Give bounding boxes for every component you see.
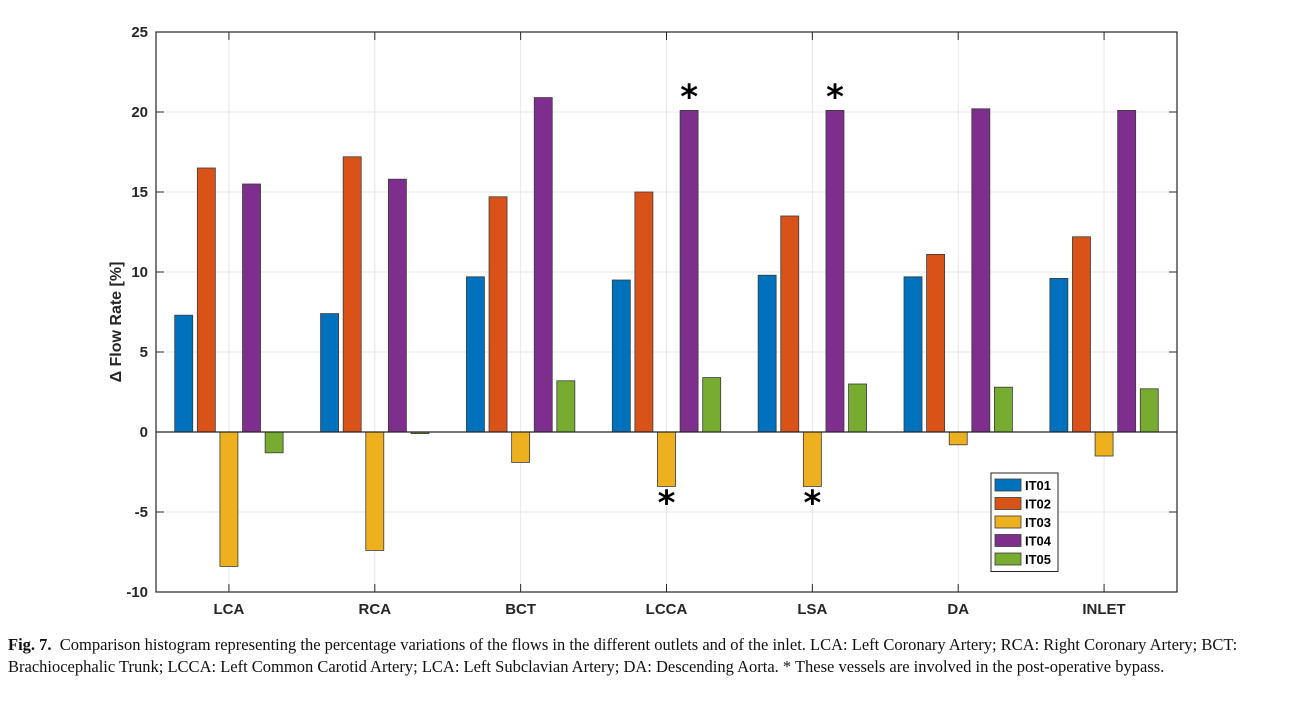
bar-it03-rca [365,431,385,551]
bar-it05-bct [556,380,576,433]
legend-swatch-it05 [994,552,1022,566]
y-tick-labels: -10 -5 0 5 10 15 20 25 [126,24,148,601]
axes [155,31,1178,593]
bar-it04-rca [387,178,407,433]
significance-star: * [803,483,821,523]
y-tick-label: 0 [140,424,148,441]
bar-it01-rca [320,313,339,433]
bar-it02-da [926,253,946,433]
y-axis-label: Δ Flow Rate [%] [108,262,125,383]
y-tick-label: 5 [140,344,148,361]
y-tick-label: 10 [131,264,148,281]
bar-it02-lsa [780,215,800,433]
legend-swatch-it02 [994,497,1022,510]
legend-label-it01: IT01 [1025,478,1051,493]
legend-swatch-it04 [994,534,1022,547]
bar-it02-bct [488,196,508,433]
y-tick-label: -10 [126,584,148,601]
x-tick-label: BCT [505,601,536,618]
legend: IT01 IT02 IT03 IT04 IT05 [990,472,1059,572]
bar-it04-lca [242,183,261,433]
y-tick-label: -5 [135,504,148,521]
significance-star: * [826,77,844,117]
bar-it04-inlet [1117,110,1137,433]
bar-it04-lsa [825,110,845,433]
bar-it01-da [903,276,923,433]
bar-it05-da [994,386,1013,433]
caption-label: Fig. 7. [8,635,52,654]
y-tick-label: 25 [131,24,148,41]
bar-it02-lcca [634,191,654,433]
y-tick-label: 20 [131,104,148,121]
bar-it01-lcca [611,279,631,433]
bar-it02-lca [196,167,216,433]
legend-label-it03: IT03 [1025,515,1051,530]
bar-it04-da [971,108,991,433]
bar-it05-inlet [1139,388,1159,433]
bar-it04-bct [533,97,553,433]
bars [174,97,1159,567]
grid-lines [156,31,1177,593]
bar-it01-inlet [1049,277,1069,433]
legend-label-it05: IT05 [1025,552,1051,567]
bar-it03-lca [219,431,239,567]
figure-caption: Fig. 7. Comparison histogram representin… [8,634,1284,678]
significance-star: * [658,483,676,523]
bar-it03-bct [511,431,531,463]
bar-it03-lcca [657,431,676,487]
x-tick-label: LCCA [646,601,688,618]
bar-it01-lca [174,314,194,433]
x-tick-label: RCA [359,601,392,618]
x-tick-labels: LCA RCA BCT LCCA LSA DA INLET [214,601,1126,618]
bar-it01-bct [466,276,485,433]
bar-it03-da [948,431,968,446]
bar-it04-lcca [679,110,699,433]
bar-it02-inlet [1072,236,1091,433]
bar-it02-rca [342,156,362,433]
significance-star: * [680,77,698,117]
x-tick-label: LSA [797,601,827,618]
caption-text: Comparison histogram representing the pe… [8,635,1238,676]
y-tick-label: 15 [131,184,148,201]
legend-label-it02: IT02 [1025,497,1051,512]
bar-it05-lca [264,431,284,454]
legend-swatch-it01 [994,478,1022,492]
bar-it05-lcca [702,377,722,433]
bar-it05-lsa [848,383,867,433]
legend-label-it04: IT04 [1025,534,1052,549]
bar-it01-lsa [757,274,777,433]
significance-markers: * * * * [658,77,844,523]
x-tick-label: INLET [1082,601,1125,618]
x-tick-label: LCA [214,601,245,618]
legend-swatch-it03 [994,515,1022,529]
x-tick-label: DA [947,601,969,618]
bar-it03-inlet [1094,431,1114,457]
bar-it03-lsa [802,431,822,487]
